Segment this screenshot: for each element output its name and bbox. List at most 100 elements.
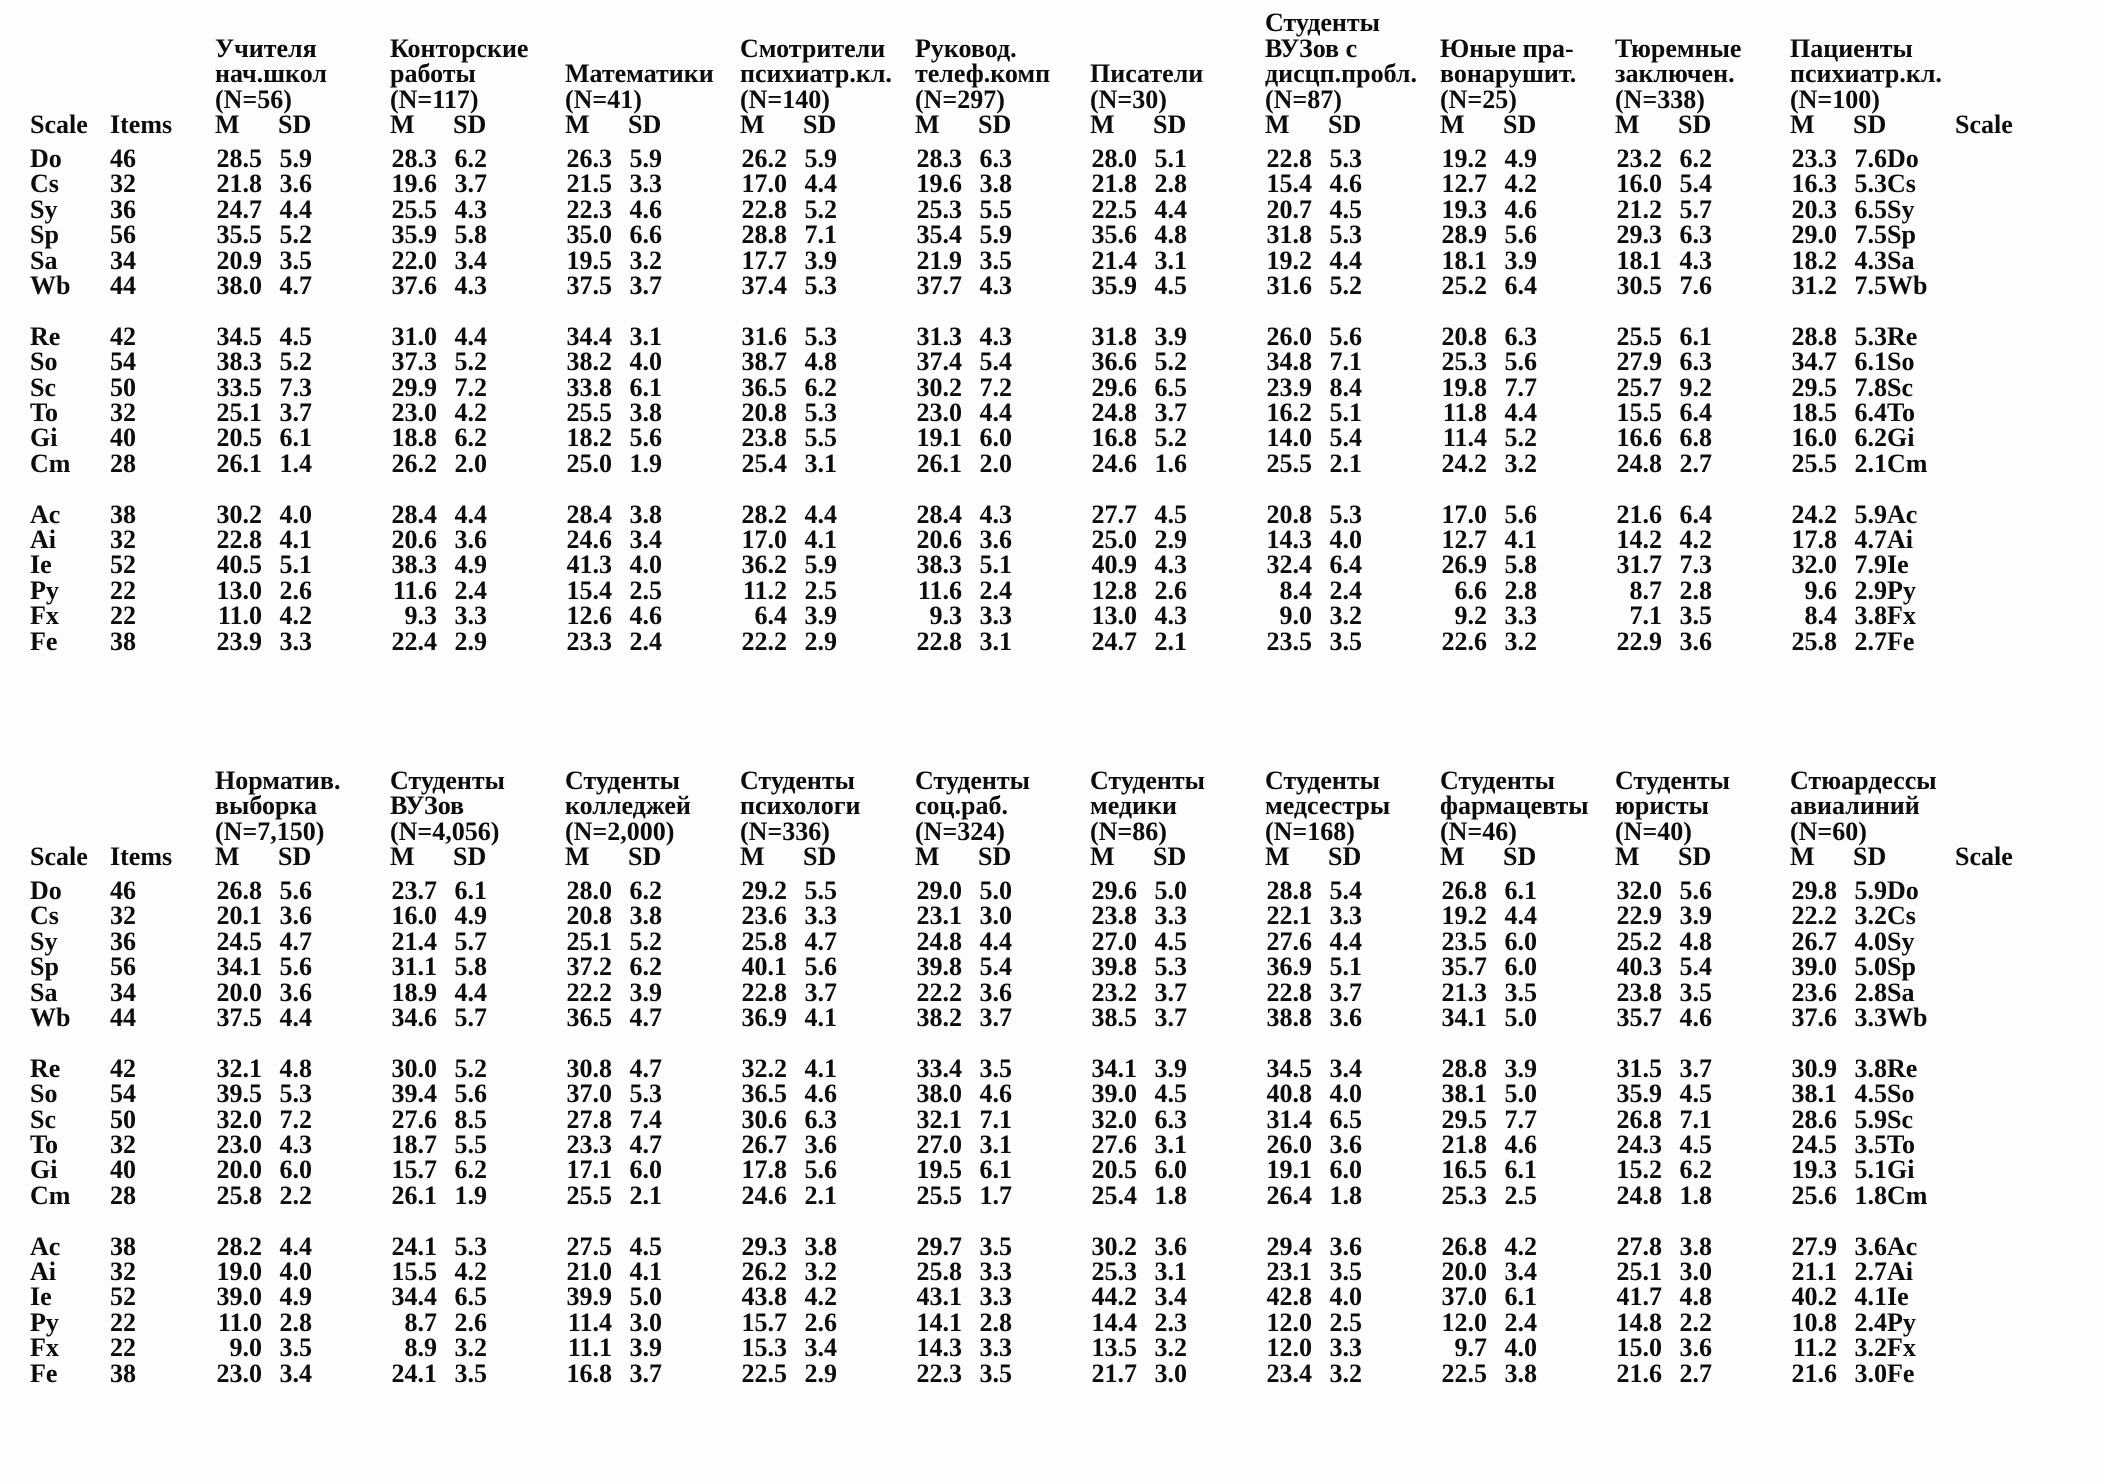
- mean-value: 34.7: [1791, 347, 1838, 377]
- sd-value: 4.2: [1504, 1231, 1538, 1261]
- sd-column-label: SD: [1328, 110, 1362, 139]
- sd-value: 6.1: [454, 876, 488, 905]
- items-count: 44: [110, 271, 136, 301]
- table-header: Scale Items Scale Норматив. выборка (N=7…: [0, 740, 2104, 870]
- sd-value: 4.5: [629, 1231, 663, 1261]
- mean-value: 16.0: [391, 901, 438, 931]
- sd-value: 6.2: [454, 144, 488, 173]
- sd-value: 3.6: [454, 525, 488, 555]
- sd-value: 4.1: [804, 1003, 838, 1033]
- items-count: 22: [110, 575, 136, 605]
- mean-sd-labels: M SD: [1790, 844, 1937, 870]
- mean-value: 38.2: [566, 347, 613, 377]
- sd-value: 4.4: [279, 1231, 313, 1261]
- mean-value: 20.3: [1791, 194, 1838, 224]
- mean-value: 29.4: [1266, 1231, 1313, 1261]
- mean-value: 12.7: [1441, 169, 1488, 199]
- mean-value: 27.0: [1091, 926, 1138, 956]
- mean-value: 24.7: [1091, 626, 1138, 656]
- mean-value: 24.2: [1441, 448, 1488, 478]
- mean-value: 30.5: [1616, 271, 1663, 301]
- mean-value: 23.4: [1266, 1358, 1313, 1388]
- table-row: Fe 38 23.9 3.3 22.4 2.9 23.3 2.4 22.2 2.9 22.8 3.1 2…: [30, 626, 2074, 656]
- mean-value: 25.5: [391, 194, 438, 224]
- mean-value: 27.6: [391, 1104, 438, 1134]
- items-count: 42: [110, 1053, 136, 1083]
- mean-value: 16.6: [1616, 423, 1663, 453]
- sd-value: 3.3: [979, 1257, 1013, 1287]
- table-row: To 32 25.1 3.7 23.0 4.2 25.5 3.8 20.8 5.3 23.0 4.4 2…: [30, 398, 2074, 428]
- mean-column-label: M: [1265, 110, 1290, 139]
- mean-value: 29.2: [741, 876, 788, 905]
- items-count: 54: [110, 347, 136, 377]
- sd-column-label: SD: [1328, 842, 1362, 871]
- sd-value: 4.4: [1504, 398, 1538, 428]
- sd-value: 4.0: [1504, 1333, 1538, 1363]
- group-title: Учителя нач.школ (N=56): [215, 33, 327, 114]
- mean-value: 28.2: [741, 499, 788, 529]
- sd-value: 5.3: [454, 1231, 488, 1261]
- mean-value: 36.9: [741, 1003, 788, 1033]
- sd-column-label: SD: [978, 842, 1012, 871]
- scale-code: So: [30, 1079, 58, 1109]
- table-row: Ie 52 40.5 5.1 38.3 4.9 41.3 4.0 36.2 5.9 38.3 5.1 4…: [30, 550, 2074, 580]
- sd-value: 3.0: [1679, 1257, 1713, 1287]
- sd-value: 3.6: [1154, 1231, 1188, 1261]
- mean-value: 38.7: [741, 347, 788, 377]
- sd-value: 5.2: [1329, 271, 1363, 301]
- mean-value: 27.6: [1266, 926, 1313, 956]
- mean-value: 30.0: [391, 1053, 438, 1083]
- sd-value: 2.4: [1504, 1307, 1538, 1337]
- sd-value: 7.3: [279, 372, 313, 402]
- sd-value: 4.0: [629, 550, 663, 580]
- sd-column-label: SD: [1153, 842, 1187, 871]
- scale-code-right: Ai: [1887, 1257, 1913, 1287]
- scale-code: Ie: [30, 1282, 52, 1312]
- sd-value: 4.0: [629, 347, 663, 377]
- scale-code: Re: [30, 1053, 61, 1083]
- mean-value: 9.2: [1454, 601, 1488, 631]
- mean-value: 24.1: [391, 1231, 438, 1261]
- sd-value: 4.4: [1154, 194, 1188, 224]
- sd-value: 3.5: [979, 245, 1013, 275]
- scale-code-right: So: [1887, 1079, 1915, 1109]
- mean-sd-labels: M SD: [1440, 844, 1589, 870]
- scale-code-right: Do: [1887, 876, 1919, 905]
- mean-value: 11.6: [917, 575, 962, 605]
- scale-code: Re: [30, 321, 61, 351]
- mean-value: 26.1: [916, 448, 963, 478]
- scale-code: Do: [30, 144, 62, 173]
- items-count: 32: [110, 169, 136, 199]
- mean-value: 28.8: [1791, 321, 1838, 351]
- scale-code-right: Re: [1887, 321, 1918, 351]
- scale-code: So: [30, 347, 58, 377]
- sd-value: 5.4: [979, 347, 1013, 377]
- spacer-row: [30, 1208, 2074, 1233]
- mean-value: 15.0: [1616, 1333, 1663, 1363]
- mean-value: 33.5: [216, 372, 263, 402]
- scale-code: Py: [30, 1307, 59, 1337]
- mean-sd-labels: M SD: [1090, 112, 1203, 138]
- mean-column-label: M: [1090, 110, 1115, 139]
- sd-value: 6.1: [629, 372, 663, 402]
- sd-value: 6.2: [804, 372, 838, 402]
- mean-value: 28.3: [916, 144, 963, 173]
- mean-value: 14.2: [1616, 525, 1663, 555]
- sd-value: 2.3: [1154, 1307, 1188, 1337]
- sd-value: 5.7: [1679, 194, 1713, 224]
- sd-value: 2.1: [1329, 448, 1363, 478]
- sd-value: 2.7: [1679, 1358, 1713, 1388]
- mean-value: 25.0: [566, 448, 613, 478]
- items-count: 28: [110, 1180, 136, 1210]
- mean-value: 23.3: [566, 626, 613, 656]
- mean-value: 35.7: [1441, 952, 1488, 982]
- mean-value: 23.0: [391, 398, 438, 428]
- mean-value: 31.5: [1616, 1053, 1663, 1083]
- scale-code: Gi: [30, 423, 58, 453]
- mean-value: 40.9: [1091, 550, 1138, 580]
- sd-value: 6.3: [804, 1104, 838, 1134]
- sd-value: 6.3: [979, 144, 1013, 173]
- sd-value: 7.2: [454, 372, 488, 402]
- mean-value: 25.0: [1091, 525, 1138, 555]
- mean-value: 29.5: [1441, 1104, 1488, 1134]
